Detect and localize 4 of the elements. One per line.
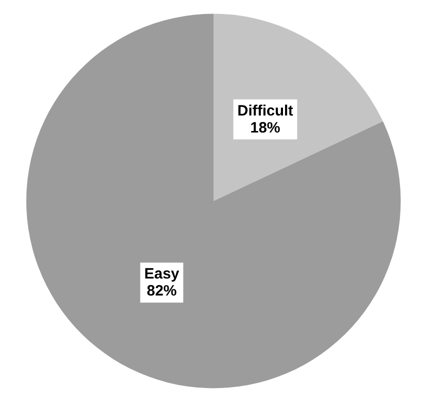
slice-label: Difficult: [237, 102, 294, 120]
data-label: 82%: [146, 282, 177, 300]
slice-label: Easy: [144, 266, 180, 283]
data-label: 18%: [250, 119, 280, 136]
